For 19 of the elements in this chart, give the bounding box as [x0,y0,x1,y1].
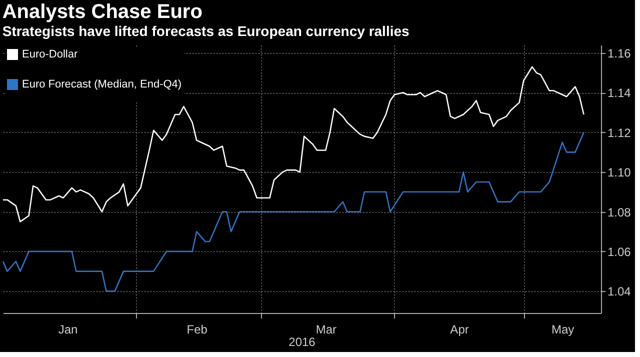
chart-title: Analysts Chase Euro [2,1,202,23]
y-tick-label: 1.08 [608,205,632,220]
x-tick-label: Mar [316,322,336,336]
legend-label: Euro Forecast (Median, End-Q4) [22,78,182,90]
legend-label: Euro-Dollar [22,48,78,60]
x-tick-label: May [551,322,574,336]
y-tick-label: 1.10 [608,166,632,180]
y-tick-label: 1.12 [608,126,632,140]
y-tick-label: 1.04 [608,284,632,299]
y-tick-label: 1.06 [608,244,632,259]
x-tick-label: Feb [186,322,208,336]
text: 2016 [288,335,316,349]
x-tick-label: Apr [450,322,469,336]
y-tick-label: 1.14 [608,86,632,100]
chart-subtitle: Strategists have lifted forecasts as European currency rallies [2,23,410,39]
x-tick-label: Jan [58,322,78,336]
line-series [2,132,584,292]
line-series [2,66,584,222]
y-tick-label: 1.16 [608,46,632,60]
